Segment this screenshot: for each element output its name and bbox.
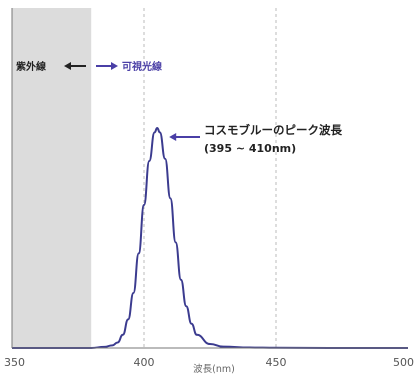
peak-range-label: (395 ~ 410nm) xyxy=(204,142,296,155)
peak-label: コスモブルーのピーク波長 xyxy=(204,123,342,137)
x-axis-label: 波長(nm) xyxy=(193,363,235,375)
x-tick-label: 350 xyxy=(4,356,25,369)
x-tick-label: 400 xyxy=(134,356,155,369)
visible-arrowhead xyxy=(111,62,118,70)
visible-label: 可視光線 xyxy=(122,60,162,73)
x-tick-label: 500 xyxy=(393,356,414,369)
uv-region xyxy=(12,8,92,348)
x-tick-label: 450 xyxy=(266,356,287,369)
uv-arrowhead xyxy=(64,62,71,70)
uv-label: 紫外線 xyxy=(16,60,46,73)
peak-arrowhead xyxy=(169,133,177,141)
spectrum-curve xyxy=(12,126,408,350)
